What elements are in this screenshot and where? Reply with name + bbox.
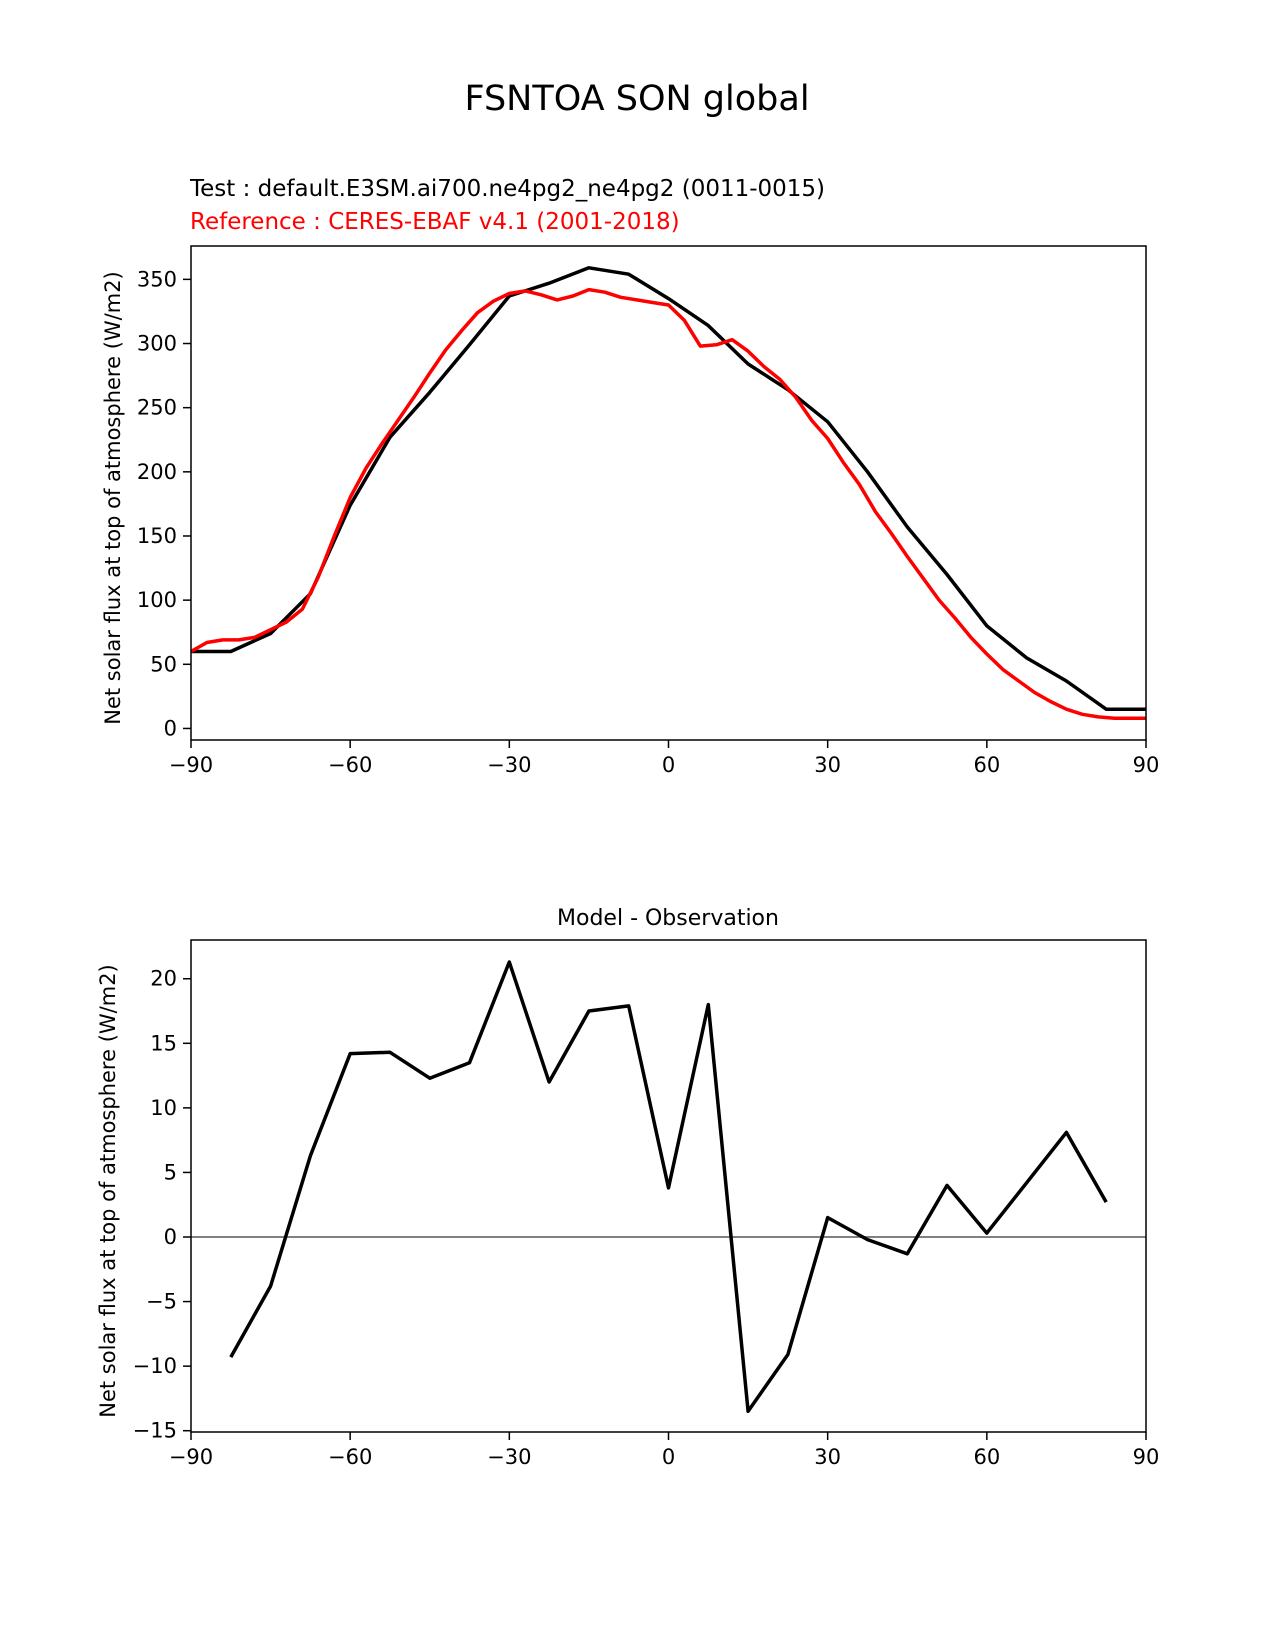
top-y-tick-label: 0 — [164, 716, 177, 740]
bottom-panel: Model - Observation −90 −60 −30 0 30 60 90−15−… — [96, 906, 1159, 1469]
bottom-y-axis-label: Net solar flux at top of atmosphere (W/m… — [96, 964, 120, 1417]
top-plot-area: −90 −60 −30 0 30 60 90 0 50 100 150 200 250 300 350 — [137, 245, 1160, 777]
bottom-series-line-test — [229, 960, 1108, 1414]
bottom-x-tick-label: −30 — [487, 1445, 531, 1469]
top-y-tick-label: 250 — [137, 396, 177, 420]
figure-title: FSNTOA SON global — [464, 79, 809, 119]
top-x-tick-label: 90 — [1133, 753, 1160, 777]
bottom-x-tick-label: −90 — [169, 1445, 213, 1469]
top-series-line-reference — [191, 287, 1146, 720]
top-y-tick-label: 100 — [137, 588, 177, 612]
bottom-plot-area: −90 −60 −30 0 30 60 90 −15 −10 −5 0 5 10 15 20 — [133, 939, 1160, 1469]
bottom-y-tick-label: 0 — [164, 1225, 177, 1249]
top-y-tick-label: 150 — [137, 524, 177, 548]
top-x-tick-label: −90 — [169, 753, 213, 777]
bottom-y-tick-label: 5 — [164, 1160, 177, 1184]
top-y-tick-label: 350 — [137, 267, 177, 291]
top-x-tick-label: 30 — [814, 753, 841, 777]
bottom-x-tick-label: 0 — [662, 1445, 675, 1469]
top-panel: −90 −60 −30 0 30 60 90 0 50 100 150 200 250 300 350 Ne… — [101, 245, 1160, 777]
bottom-x-tick-label: 60 — [973, 1445, 1000, 1469]
bottom-y-tick-label: 20 — [150, 967, 177, 991]
bottom-x-tick-label: 30 — [814, 1445, 841, 1469]
top-x-tick-label: 60 — [973, 753, 1000, 777]
reference-label: Reference : CERES-EBAF v4.1 (2001-2018) — [190, 209, 680, 235]
top-y-tick-label: 50 — [150, 652, 177, 676]
bottom-y-tick-label: −10 — [133, 1354, 177, 1378]
bottom-x-tick-label: 90 — [1133, 1445, 1160, 1469]
top-x-tick-label: 0 — [662, 753, 675, 777]
bottom-y-tick-label: −5 — [146, 1290, 177, 1314]
top-x-tick-label: −60 — [328, 753, 372, 777]
bottom-panel-title: Model - Observation — [557, 906, 779, 931]
bottom-y-tick-label: 10 — [150, 1096, 177, 1120]
top-y-axis-label: Net solar flux at top of atmosphere (W/m… — [101, 271, 125, 724]
top-series-line-test — [191, 266, 1146, 711]
top-x-tick-label: −30 — [487, 753, 531, 777]
test-label: Test : default.E3SM.ai700.ne4pg2_ne4pg2 … — [189, 176, 825, 202]
top-y-tick-label: 300 — [137, 332, 177, 356]
bottom-y-tick-label: 15 — [150, 1031, 177, 1055]
top-y-tick-label: 200 — [137, 460, 177, 484]
bottom-x-tick-label: −60 — [328, 1445, 372, 1469]
bottom-y-tick-label: −15 — [133, 1419, 177, 1443]
